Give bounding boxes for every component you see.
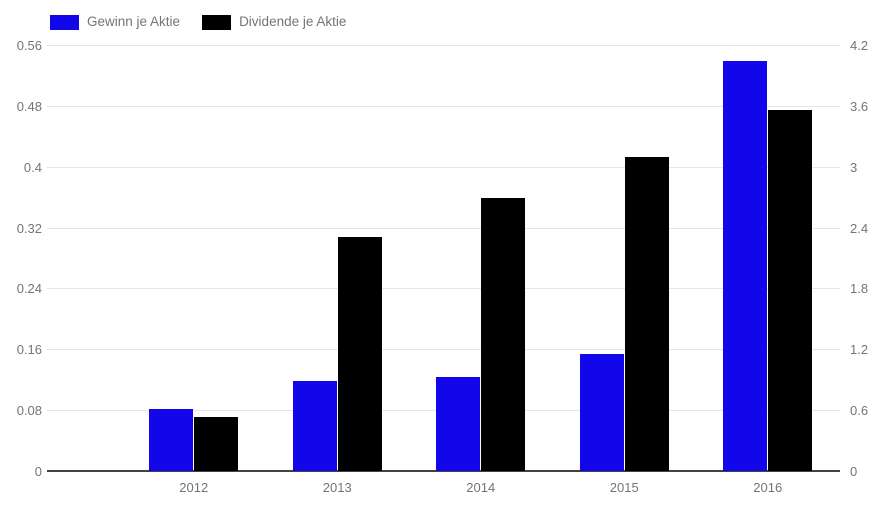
y-axis-left-tick-label: 0.08 bbox=[16, 403, 42, 419]
bar-dividende-2012 bbox=[194, 417, 239, 471]
legend-swatch-black-icon bbox=[202, 14, 232, 30]
y-axis-right-tick-label: 1.8 bbox=[850, 281, 869, 297]
gridline bbox=[47, 166, 840, 168]
x-axis-tick-label: 2015 bbox=[609, 480, 639, 495]
bar-gewinn-2012 bbox=[149, 409, 194, 471]
bar-dividende-2015 bbox=[624, 156, 669, 471]
y-axis-left-tick-label: 0.48 bbox=[16, 98, 42, 114]
gridline bbox=[47, 349, 840, 351]
y-axis-left-tick-label: 0.4 bbox=[23, 159, 42, 175]
x-axis-tick-label: 2012 bbox=[179, 480, 209, 495]
bar-dividende-2013 bbox=[337, 236, 382, 471]
y-axis-left-tick-label: 0.24 bbox=[16, 281, 42, 297]
bar-dividende-2016 bbox=[768, 109, 813, 471]
legend-item-dividende-je-aktie[interactable]: Dividende je Aktie bbox=[202, 13, 346, 31]
gridline bbox=[47, 45, 840, 46]
y-axis-left-tick-label: 0 bbox=[34, 464, 42, 479]
bar-gewinn-2015 bbox=[579, 353, 624, 471]
gridline bbox=[47, 227, 840, 229]
x-axis-baseline bbox=[47, 470, 840, 472]
x-axis-tick-label: 2014 bbox=[466, 480, 496, 495]
gridline bbox=[47, 288, 840, 290]
legend: Gewinn je Aktie Dividende je Aktie bbox=[50, 13, 346, 31]
bar-gewinn-2016 bbox=[723, 60, 768, 471]
gridline bbox=[47, 105, 840, 107]
y-axis-right-tick-label: 4.2 bbox=[850, 38, 869, 53]
y-axis-left-tick-label: 0.32 bbox=[16, 220, 42, 236]
legend-label: Dividende je Aktie bbox=[239, 14, 347, 29]
y-axis-right-tick-label: 0 bbox=[850, 464, 858, 479]
y-axis-left-tick-label: 0.56 bbox=[16, 38, 42, 53]
y-axis-right-tick-label: 2.4 bbox=[850, 220, 869, 236]
bar-dividende-2014 bbox=[481, 198, 526, 471]
bar-gewinn-2013 bbox=[292, 381, 337, 471]
x-axis-tick-label: 2016 bbox=[753, 480, 783, 495]
y-axis-right-tick-label: 3.6 bbox=[850, 98, 869, 114]
legend-swatch-blue-icon bbox=[50, 14, 79, 30]
y-axis-right-tick-label: 0.6 bbox=[850, 403, 869, 419]
bar-gewinn-2014 bbox=[436, 376, 481, 471]
x-axis-tick-label: 2013 bbox=[322, 480, 352, 495]
y-axis-right-tick-label: 1.2 bbox=[850, 342, 869, 358]
y-axis-left-tick-label: 0.16 bbox=[16, 342, 42, 358]
legend-label: Gewinn je Aktie bbox=[87, 14, 181, 29]
y-axis-right-tick-label: 3 bbox=[850, 159, 858, 175]
legend-item-gewinn-je-aktie[interactable]: Gewinn je Aktie bbox=[50, 13, 180, 31]
